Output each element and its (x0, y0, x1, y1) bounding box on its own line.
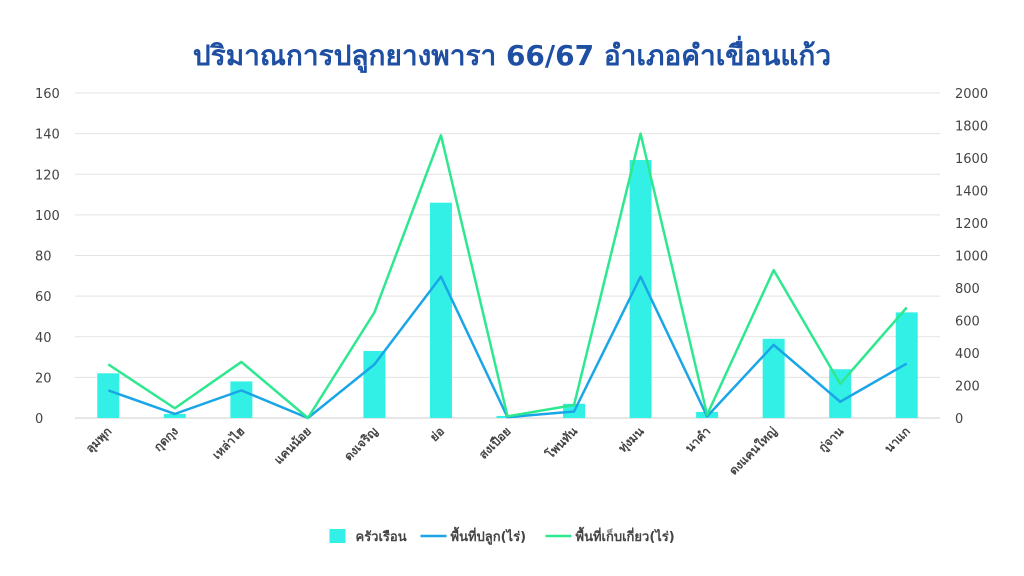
left-tick-label: 20 (35, 371, 52, 386)
left-tick-label: 40 (35, 331, 52, 346)
category-label: เหล่าไฮ (209, 424, 248, 463)
category-label: ย่อ (427, 424, 447, 444)
line-series (107, 132, 908, 420)
legend-item: พื้นที่ปลูก(ไร่) (420, 526, 527, 545)
bar (230, 381, 253, 418)
category-label: นาคำ (682, 424, 713, 455)
right-tick-label: 0 (955, 412, 963, 427)
left-tick-label: 80 (35, 250, 52, 265)
legend: ครัวเรือน พื้นที่ปลูก(ไร่) พื้นที่เก็บเกี่… (329, 526, 675, 545)
left-tick-label: 120 (35, 168, 60, 183)
right-tick-label: 1000 (955, 250, 988, 265)
category-label: โพนทัน (542, 423, 581, 462)
legend-swatch (329, 529, 346, 543)
bar (895, 312, 918, 418)
right-tick-label: 200 (955, 380, 980, 395)
category-label: ลุมพุก (83, 424, 115, 456)
category-label: สงเปือย (476, 424, 514, 462)
series-line (107, 275, 908, 420)
left-tick-label: 60 (35, 290, 52, 305)
right-tick-label: 2000 (955, 87, 988, 102)
right-tick-label: 800 (955, 282, 980, 297)
bar (829, 369, 852, 418)
category-label: ดงแคนใหญ่ (726, 424, 780, 478)
bar (97, 373, 120, 418)
legend-label: พื้นที่เก็บเกี่ยว(ไร่) (576, 526, 675, 545)
bar (629, 160, 652, 418)
chart-title: ปริมาณการปลูกยางพารา 66/67 อำเภอคำเขื่อน… (193, 35, 831, 73)
bar (363, 350, 386, 418)
right-tick-label: 600 (955, 315, 980, 330)
left-tick-label: 140 (35, 128, 60, 143)
left-tick-label: 100 (35, 209, 60, 224)
category-label: กู่จาน (816, 424, 848, 456)
left-axis: 0 20 40 60 80 100 120 140 160 (35, 87, 60, 427)
right-tick-label: 1400 (955, 185, 988, 200)
legend-label: พื้นที่ปลูก(ไร่) (451, 526, 527, 545)
bar (762, 338, 785, 418)
left-tick-label: 160 (35, 87, 60, 102)
right-tick-label: 1800 (955, 120, 988, 135)
series-line (107, 132, 908, 420)
category-label: ทุ่งมน (616, 424, 648, 456)
bar (163, 413, 186, 418)
category-labels: ลุมพุก กุดกุง เหล่าไฮ แคนน้อย ดงเจริญ ย่อ สงเป… (83, 423, 913, 478)
legend-item: พื้นที่เก็บเกี่ยว(ไร่) (545, 526, 675, 545)
right-tick-label: 400 (955, 347, 980, 362)
right-tick-label: 1600 (955, 152, 988, 167)
legend-label: ครัวเรือน (356, 529, 407, 545)
right-axis: 0 200 400 600 800 1000 1200 1400 1600 1800 2000 (955, 87, 988, 427)
left-tick-label: 0 (35, 412, 43, 427)
category-label: กุดกุง (151, 424, 182, 455)
bar (429, 202, 452, 418)
grid (75, 92, 940, 419)
category-label: แคนน้อย (271, 424, 314, 467)
category-label: นาแก (882, 424, 913, 455)
legend-item: ครัวเรือน (329, 529, 407, 545)
bar-series (97, 160, 918, 418)
category-label: ดงเจริญ (341, 424, 380, 463)
right-tick-label: 1200 (955, 217, 988, 232)
